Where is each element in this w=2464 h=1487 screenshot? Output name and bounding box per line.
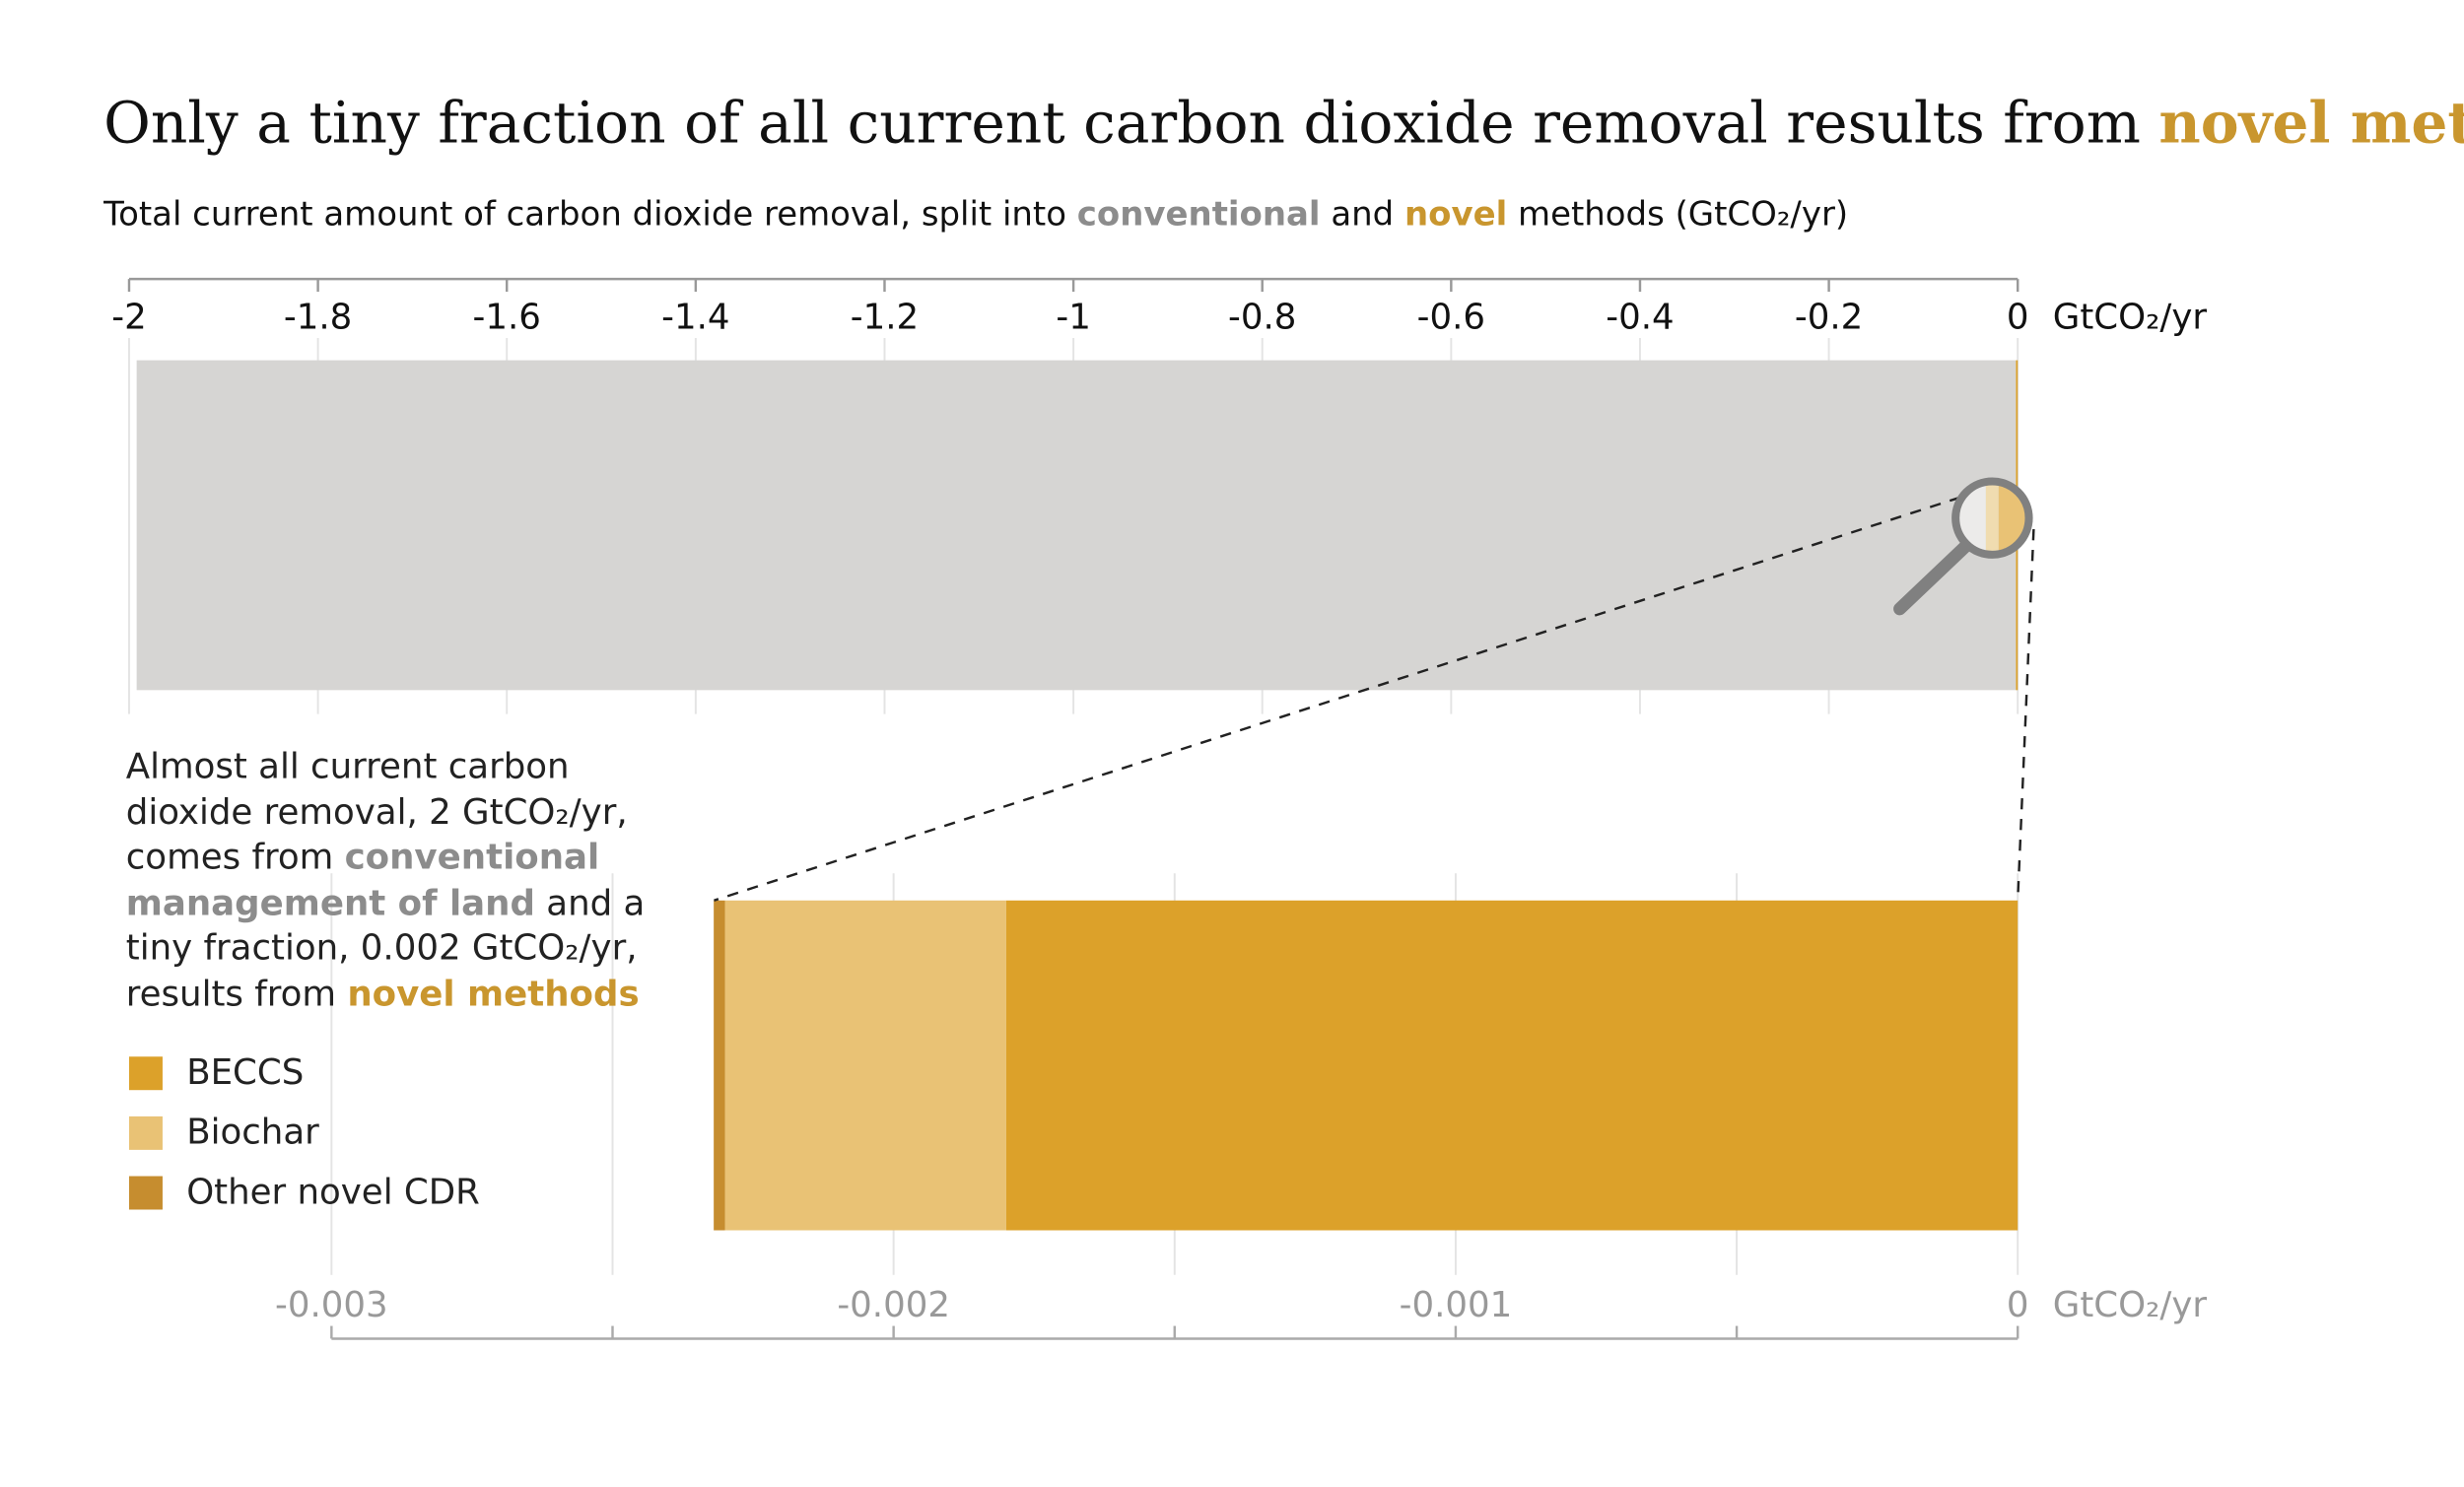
x-tick-label: 0 [2007,298,2029,338]
legend-swatch [128,1115,163,1150]
x-tick-label: -0.4 [1606,298,1674,338]
x-unit: GtCO₂/yr [2053,1285,2208,1325]
legend-label: BECCS [186,1052,304,1093]
x-tick-label: -1.2 [851,298,919,338]
x-tick-label: -0.003 [275,1285,388,1325]
annotation-highlight: conventional management of land [125,839,600,924]
bar-segment [714,900,725,1231]
annotation-box: Almost all current carbon dioxide remova… [126,746,684,1019]
x-tick-label: -1.6 [473,298,541,338]
chart-title: Only a tiny fraction of all current carb… [103,89,2464,157]
x-tick-label: -0.6 [1417,298,1485,338]
zoom-connector [714,496,2035,902]
subtitle-highlight: novel [1404,194,1507,234]
x-tick-label: -0.2 [1795,298,1863,338]
legend-label: Biochar [186,1113,319,1153]
x-tick-label: -1.8 [284,298,352,338]
dashed-line [714,496,1961,902]
marks: BECCS Biochar Other novel CDR [128,360,2019,1231]
annotation-highlight: novel methods [347,975,640,1016]
subtitle-part: Total current amount of carbon dioxide r… [103,194,1077,234]
x-tick-label: -2 [111,298,146,338]
subtitle-highlight: conventional [1077,194,1321,234]
bar-segment [136,360,2017,691]
x-tick-label: -1.4 [661,298,729,338]
bar-segment [724,900,1006,1231]
legend-swatch [128,1176,163,1210]
annotation-part: and a tiny fraction, 0.002 GtCO₂/yr, res… [125,884,646,1016]
title-highlight: novel methods [2158,89,2464,157]
x-tick-label: -1 [1056,298,1090,338]
subtitle-part: and [1321,194,1404,234]
legend-swatch [128,1056,163,1091]
bar-segment [1005,900,2019,1231]
x-tick-label: -0.001 [1400,1285,1513,1325]
x-unit: GtCO₂/yr [2053,298,2208,338]
x-tick-label: 0 [2007,1285,2029,1325]
subtitle-part: methods (GtCO₂/yr) [1507,194,1848,234]
x-tick-label: -0.8 [1228,298,1296,338]
annotation: Almost all current carbon dioxide remova… [126,746,684,1019]
annotation-part: Almost all current carbon dioxide remova… [125,747,628,879]
x-tick-label: -0.002 [837,1285,950,1325]
subtitle: Total current amount of carbon dioxide r… [103,194,1848,234]
legend-label: Other novel CDR [186,1172,480,1212]
title-part: Only a tiny fraction of all current carb… [103,90,2158,157]
magnifier [1893,477,2033,616]
dashed-line [2017,528,2035,901]
